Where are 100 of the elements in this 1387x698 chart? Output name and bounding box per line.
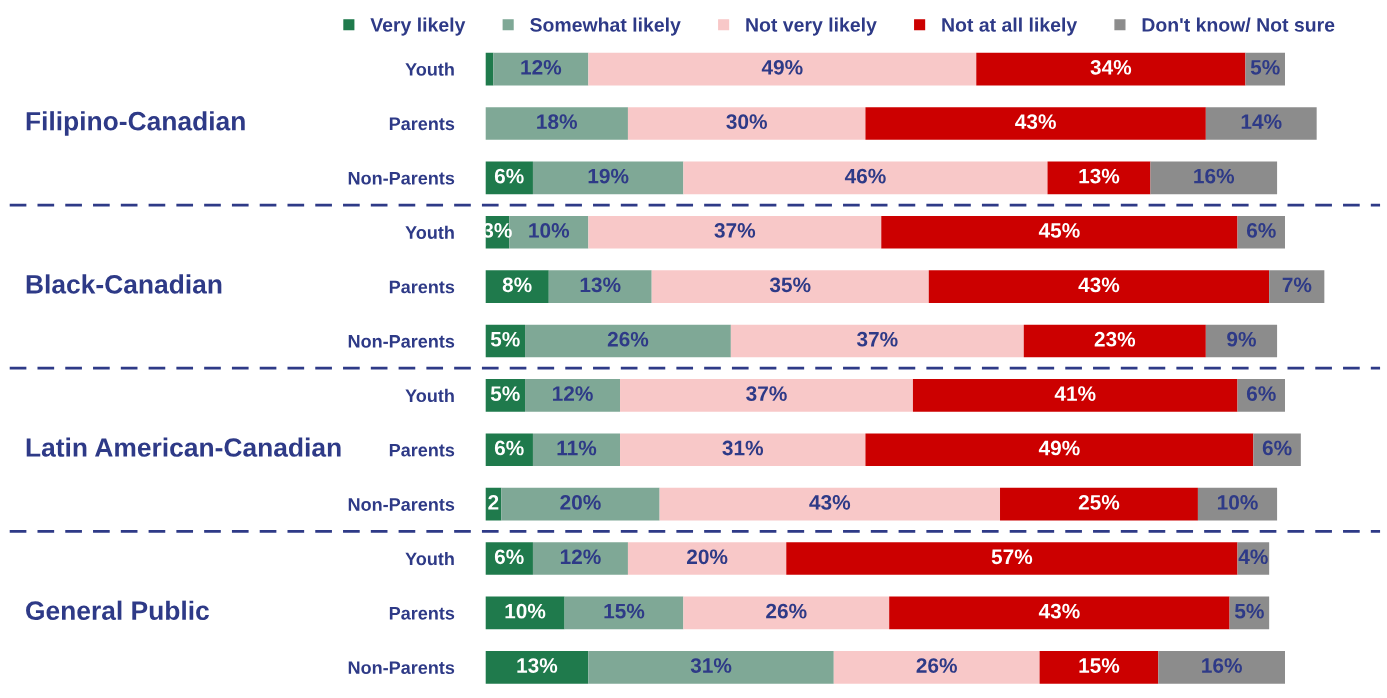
bar bbox=[627, 542, 787, 575]
data-label: 5% bbox=[1250, 59, 1280, 75]
data-label: 26% bbox=[607, 331, 649, 347]
data-label: 31% bbox=[690, 658, 732, 673]
bar bbox=[548, 270, 652, 303]
data-label: 5% bbox=[490, 386, 520, 401]
bar bbox=[928, 270, 1270, 303]
bar bbox=[532, 161, 684, 195]
data-label: 13% bbox=[517, 658, 558, 673]
data-label: 4% bbox=[1238, 549, 1268, 565]
bar bbox=[525, 379, 621, 412]
legend-label: Not at all likely bbox=[942, 17, 1078, 36]
bar bbox=[1205, 107, 1317, 140]
bar bbox=[889, 596, 1230, 630]
bar bbox=[786, 542, 1238, 575]
bar bbox=[485, 107, 628, 140]
data-label: 12% bbox=[560, 549, 601, 565]
data-label: 43% bbox=[809, 495, 851, 510]
data-label: 46% bbox=[844, 168, 886, 184]
data-label: 10% bbox=[1217, 495, 1258, 510]
bar bbox=[493, 52, 589, 86]
bar bbox=[833, 651, 1040, 684]
data-label: 10% bbox=[529, 223, 570, 238]
y-tick-label: Non-Parents bbox=[348, 335, 455, 348]
data-label: 8% bbox=[502, 277, 532, 293]
data-label: 26% bbox=[766, 603, 807, 619]
data-label: 13% bbox=[1079, 168, 1120, 184]
bar bbox=[912, 379, 1238, 412]
data-label: 2 bbox=[488, 495, 499, 510]
data-label: 6% bbox=[494, 168, 524, 184]
bar bbox=[1150, 161, 1278, 195]
y-tick-label: Parents bbox=[389, 607, 455, 620]
y-tick-label: Parents bbox=[389, 280, 455, 294]
bar bbox=[865, 433, 1254, 467]
text: General Public bbox=[26, 600, 209, 621]
data-label: 25% bbox=[1078, 495, 1120, 510]
data-label: 35% bbox=[769, 277, 811, 293]
bar bbox=[683, 161, 1048, 195]
data-label: 5% bbox=[490, 331, 520, 347]
bar bbox=[659, 487, 1001, 521]
data-label: 12% bbox=[552, 386, 593, 401]
data-label: 16% bbox=[1202, 658, 1242, 673]
data-label: 57% bbox=[991, 549, 1033, 565]
data-label: 12% bbox=[521, 59, 562, 75]
legend-label: Very likely bbox=[370, 17, 466, 36]
bar bbox=[532, 433, 621, 467]
bar bbox=[620, 379, 913, 412]
bar bbox=[1039, 651, 1159, 684]
text: Black-Canadian bbox=[26, 274, 222, 294]
data-label: 49% bbox=[761, 59, 803, 75]
data-label: 6% bbox=[1262, 440, 1292, 456]
data-label: 19% bbox=[588, 168, 629, 184]
y-tick-label: Youth bbox=[405, 62, 454, 76]
data-label: 23% bbox=[1094, 331, 1136, 347]
data-label: 15% bbox=[1079, 658, 1120, 673]
data-label: 6% bbox=[494, 549, 524, 565]
data-label: 13% bbox=[580, 277, 621, 293]
data-label: 45% bbox=[1038, 223, 1080, 238]
y-tick-label: Youth bbox=[405, 552, 454, 566]
bar bbox=[588, 651, 834, 684]
data-label: 43% bbox=[1078, 277, 1120, 293]
bar bbox=[588, 215, 882, 249]
data-label: 34% bbox=[1090, 59, 1132, 75]
y-tick-label: Non-Parents bbox=[348, 498, 455, 511]
data-label: 26% bbox=[916, 658, 957, 673]
data-label: 30% bbox=[726, 114, 767, 130]
y-tick-label: Non-Parents bbox=[348, 661, 455, 675]
y-tick-label: Youth bbox=[405, 388, 454, 403]
bar bbox=[1000, 487, 1198, 521]
data-label: 18% bbox=[537, 114, 577, 130]
y-tick-label: Parents bbox=[389, 443, 455, 457]
bar bbox=[1269, 270, 1325, 303]
data-label: 43% bbox=[1015, 114, 1056, 130]
data-label: 20% bbox=[686, 549, 728, 565]
bar bbox=[627, 107, 866, 140]
bar bbox=[525, 324, 731, 358]
bar bbox=[683, 596, 890, 630]
data-label: 43% bbox=[1038, 603, 1080, 619]
data-label: 37% bbox=[714, 223, 756, 238]
bar bbox=[532, 542, 628, 575]
data-label: 15% bbox=[604, 603, 645, 619]
bar bbox=[730, 324, 1024, 358]
data-label: 6% bbox=[1246, 386, 1276, 401]
data-label: 11% bbox=[557, 440, 597, 456]
data-label: 5% bbox=[1234, 603, 1264, 619]
text: Filipino-Canadian bbox=[26, 111, 245, 136]
data-label: 37% bbox=[856, 331, 898, 347]
data-label: 14% bbox=[1241, 114, 1282, 130]
data-label: 31% bbox=[722, 440, 764, 456]
data-label: 6% bbox=[1246, 223, 1276, 238]
data-label: 7% bbox=[1282, 277, 1312, 293]
data-label: 6% bbox=[494, 440, 524, 456]
data-label: 16% bbox=[1194, 168, 1235, 184]
data-label: 10% bbox=[505, 603, 546, 619]
bar bbox=[485, 651, 589, 684]
bar bbox=[1047, 161, 1151, 195]
legend-label: Not very likely bbox=[746, 17, 877, 36]
bar bbox=[976, 52, 1246, 86]
data-label: 49% bbox=[1038, 440, 1080, 456]
legend-label: Somewhat likely bbox=[530, 17, 681, 36]
